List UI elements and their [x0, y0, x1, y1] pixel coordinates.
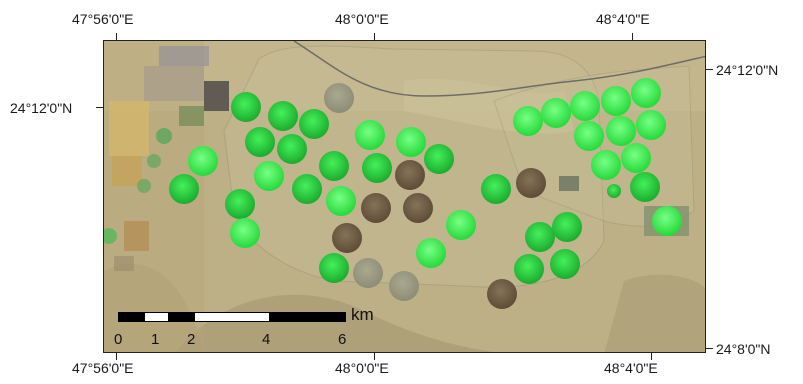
pivot-field: [574, 121, 604, 151]
pivot-field: [169, 174, 199, 204]
pivot-field: [481, 174, 511, 204]
tick-top-3: [632, 33, 633, 40]
lon-label-top-1: 47°56'0"E: [72, 11, 134, 27]
tick-bottom-2: [374, 353, 375, 360]
pivot-field: [630, 172, 660, 202]
pivot-field: [416, 238, 446, 268]
scale-unit-label: km: [351, 305, 374, 324]
pivot-field: [225, 189, 255, 219]
pivot-field: [606, 116, 636, 146]
pivot-field: [652, 206, 682, 236]
pivot-field: [319, 253, 349, 283]
pivot-field: [231, 92, 261, 122]
pivot-field: [550, 249, 580, 279]
lat-label-right-2: 24°8'0"N: [716, 341, 771, 357]
pivot-field: [552, 212, 582, 242]
pivot-field: [591, 150, 621, 180]
pivot-field: [525, 222, 555, 252]
tick-top-2: [374, 33, 375, 40]
pivot-field: [353, 258, 383, 288]
pivot-field: [355, 120, 385, 150]
pivot-field: [319, 151, 349, 181]
pivot-field: [513, 106, 543, 136]
tick-right-1: [706, 69, 713, 70]
pivot-field: [332, 223, 362, 253]
pivot-field: [396, 127, 426, 157]
tick-top-1: [116, 33, 117, 40]
pivot-field: [446, 210, 476, 240]
pivot-fields: [169, 78, 682, 309]
pivot-field: [636, 110, 666, 140]
lon-label-bottom-2: 48°0'0"E: [335, 360, 389, 376]
lat-label-right-1: 24°12'0"N: [716, 62, 779, 78]
scale-tick-label: 4: [262, 331, 271, 348]
pivot-field: [324, 83, 354, 113]
scale-tick-label: 0: [114, 331, 123, 348]
pivot-field: [254, 161, 284, 191]
pivot-field: [245, 127, 275, 157]
lon-label-top-2: 48°0'0"E: [335, 11, 389, 27]
satellite-image: [103, 40, 706, 353]
lon-label-bottom-3: 48°4'0"E: [604, 360, 658, 376]
pivot-field: [188, 146, 218, 176]
tick-bottom-3: [651, 353, 652, 360]
tick-bottom-1: [116, 353, 117, 360]
scale-tick-label: 1: [151, 331, 160, 348]
dark-sand-patch-south: [175, 294, 495, 352]
scale-segment-black: [118, 312, 144, 322]
scale-tick-label: 2: [187, 331, 196, 348]
scale-tick-label: 6: [338, 331, 347, 348]
pivot-field: [487, 279, 517, 309]
pivot-field: [268, 101, 298, 131]
lon-label-top-3: 48°4'0"E: [596, 11, 650, 27]
settlement-buildings: [104, 46, 229, 271]
satellite-map: [104, 41, 705, 352]
pivot-field: [389, 271, 419, 301]
pivot-field: [326, 186, 356, 216]
pivot-field: [277, 134, 307, 164]
pivot-field: [601, 86, 631, 116]
pivot-field: [403, 193, 433, 223]
pivot-field: [424, 144, 454, 174]
pivot-field: [230, 218, 260, 248]
pivot-field: [541, 98, 571, 128]
pivot-field: [395, 160, 425, 190]
scale-segment-black: [270, 312, 346, 322]
lon-label-bottom-1: 47°56'0"E: [72, 360, 134, 376]
tick-right-2: [706, 348, 713, 349]
road: [293, 41, 705, 97]
pivot-field: [514, 254, 544, 284]
pivot-field: [570, 91, 600, 121]
tick-left-1: [96, 107, 103, 108]
scale-segment-white: [144, 312, 169, 322]
dark-sand-patch-southeast: [604, 274, 705, 352]
pivot-field: [362, 153, 392, 183]
scale-segment-black: [169, 312, 194, 322]
pivot-field: [621, 143, 651, 173]
pivot-field: [631, 78, 661, 108]
dark-sand-patch-southwest: [104, 263, 204, 352]
scale-bar: [118, 312, 346, 322]
lat-label-left-1: 24°12'0"N: [10, 100, 73, 116]
pivot-field: [361, 193, 391, 223]
scale-segment-white: [194, 312, 270, 322]
pivot-field: [292, 174, 322, 204]
pivot-field: [299, 109, 329, 139]
pivot-field: [607, 184, 621, 198]
pivot-field: [516, 168, 546, 198]
